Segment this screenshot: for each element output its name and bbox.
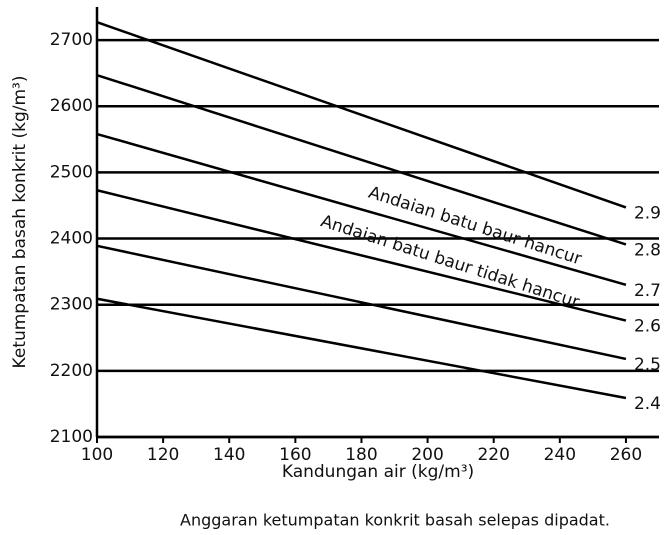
y-tick-label: 2600 xyxy=(50,96,93,116)
series-line xyxy=(96,244,627,361)
x-tick-label: 100 xyxy=(81,445,113,465)
series-line xyxy=(96,21,627,209)
y-tick-label: 2100 xyxy=(50,427,93,447)
y-tick-label: 2500 xyxy=(50,162,93,182)
x-tick-label: 200 xyxy=(411,445,443,465)
series-label: 2.9 xyxy=(634,203,661,223)
caption: Anggaran ketumpatan konkrit basah selepa… xyxy=(180,511,610,530)
series-label: 2.6 xyxy=(634,317,661,337)
y-tick-label: 2700 xyxy=(50,30,93,50)
series-line xyxy=(96,132,627,287)
y-tick-label: 2400 xyxy=(50,229,93,249)
y-tick-label: 2200 xyxy=(50,361,93,381)
series-label: 2.7 xyxy=(634,281,661,301)
series-line xyxy=(96,189,627,322)
y-axis-label: Ketumpatan basah konkrit (kg/m³) xyxy=(10,76,30,369)
x-tick-label: 260 xyxy=(610,445,642,465)
y-tick-label: 2300 xyxy=(50,295,93,315)
series-label: 2.5 xyxy=(634,355,661,375)
x-tick-label: 120 xyxy=(147,445,179,465)
series-line xyxy=(96,297,627,400)
x-tick-label: 160 xyxy=(279,445,311,465)
x-tick-label: 140 xyxy=(213,445,245,465)
series-label: 2.4 xyxy=(634,394,661,414)
series-line xyxy=(96,73,627,246)
series-label: 2.8 xyxy=(634,240,661,260)
x-tick-label: 180 xyxy=(345,445,377,465)
x-axis-label: Kandungan air (kg/m³) xyxy=(282,462,474,482)
x-tick-label: 240 xyxy=(544,445,576,465)
x-tick-label: 220 xyxy=(477,445,509,465)
